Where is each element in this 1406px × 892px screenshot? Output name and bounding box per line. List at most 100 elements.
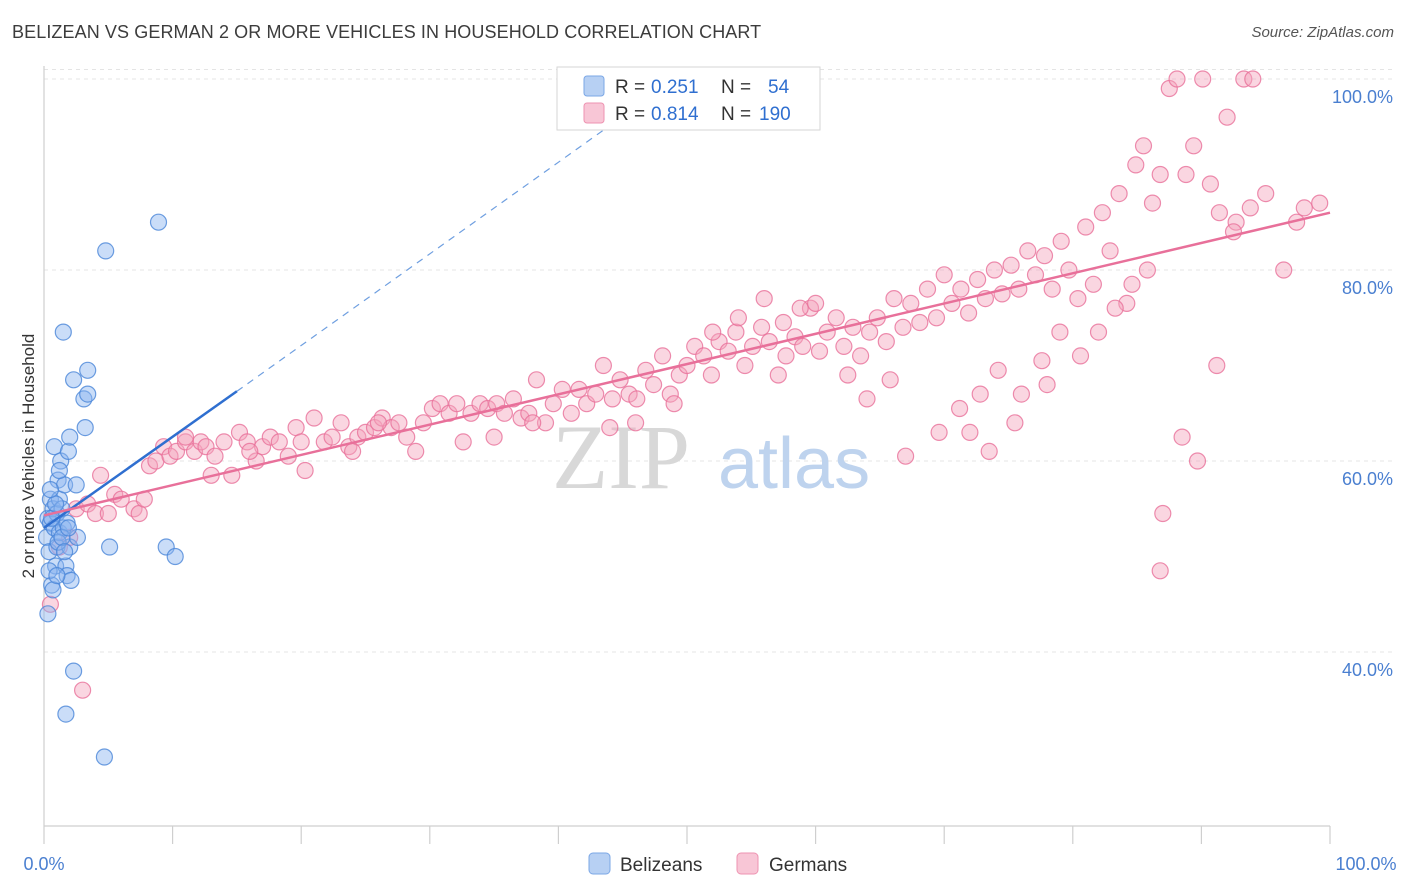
germans-point-24 — [215, 433, 233, 451]
germans-point-165 — [1154, 504, 1172, 523]
germans-point-121 — [1019, 242, 1037, 260]
germans-point-66 — [562, 404, 580, 422]
germans-point-166 — [1173, 428, 1191, 446]
germans-point-78 — [661, 385, 679, 403]
germans-point-162 — [1106, 299, 1124, 317]
belizeans-point-36 — [149, 213, 168, 231]
germans-point-171 — [1257, 185, 1275, 203]
germans-point-134 — [1127, 156, 1145, 174]
germans-point-114 — [959, 304, 978, 322]
germans-point-188 — [626, 414, 645, 432]
germans-point-99 — [835, 337, 853, 355]
germans-point-21 — [192, 433, 210, 451]
germans-point-77 — [653, 347, 672, 365]
y-axis-label: 2 or more Vehicles in Household — [19, 334, 38, 579]
belizeans-points — [37, 213, 184, 766]
germans-point-195 — [241, 442, 259, 460]
germans-point-124 — [1043, 280, 1061, 298]
germans-point-23 — [206, 447, 224, 465]
germans-point-163 — [1123, 275, 1141, 293]
legend-bottom: Belizeans Germans — [588, 852, 847, 876]
belizeans-point-51 — [41, 481, 60, 499]
germans-point-119 — [1002, 256, 1020, 274]
germans-point-177 — [791, 299, 809, 317]
germans-point-52 — [448, 395, 466, 413]
belizeans-point-27 — [64, 662, 83, 680]
germans-point-155 — [971, 385, 989, 403]
belizeans-point-4 — [41, 490, 60, 508]
belizeans-point-23 — [59, 442, 78, 460]
belizeans-point-41 — [39, 605, 57, 623]
belizeans-point-35 — [100, 538, 119, 556]
germans-point-37 — [323, 428, 341, 446]
germans-point-113 — [952, 280, 970, 298]
germans-point-35 — [305, 409, 323, 427]
germans-point-115 — [968, 270, 987, 289]
belizeans-point-34 — [97, 242, 115, 260]
legend-r-label-0: R = — [615, 77, 645, 98]
germans-point-192 — [344, 442, 362, 460]
y-tick-label-40: 40.0% — [1342, 660, 1393, 680]
germans-point-181 — [704, 323, 722, 341]
germans-point-16 — [155, 438, 173, 456]
belizeans-point-33 — [79, 361, 97, 379]
legend-bottom-label-belizeans: Belizeans — [620, 855, 702, 876]
germans-point-172 — [1275, 261, 1293, 279]
germans-point-143 — [1201, 175, 1220, 193]
belizeans-point-28 — [67, 476, 85, 494]
germans-point-6 — [86, 504, 105, 523]
x-ticks — [43, 826, 1331, 844]
germans-point-8 — [99, 504, 117, 523]
germans-point-150 — [858, 390, 876, 408]
germans-point-128 — [1077, 218, 1095, 236]
germans-point-185 — [1006, 414, 1024, 432]
germans-point-45 — [390, 414, 408, 432]
germans-point-62 — [527, 371, 546, 389]
germans-point-127 — [1069, 290, 1087, 308]
germans-point-178 — [806, 294, 825, 312]
belizeans-point-39 — [57, 705, 75, 723]
chart-title: BELIZEAN VS GERMAN 2 OR MORE VEHICLES IN… — [12, 22, 762, 42]
legend-swatch-belizeans — [583, 75, 605, 97]
germans-point-148 — [1244, 70, 1262, 88]
germans-point-154 — [950, 399, 969, 418]
germans-point-101 — [851, 347, 870, 365]
germans-point-131 — [1101, 242, 1119, 260]
germans-point-184 — [980, 442, 998, 460]
germans-point-136 — [1143, 194, 1162, 212]
germans-point-191 — [524, 414, 542, 432]
germans-point-34 — [296, 461, 314, 480]
germans-point-144 — [1210, 204, 1229, 222]
germans-point-153 — [930, 423, 948, 441]
germans-point-83 — [702, 366, 721, 384]
legend-bottom-label-germans: Germans — [769, 855, 847, 876]
germans-point-12 — [130, 504, 148, 523]
germans-point-186 — [1038, 376, 1056, 394]
germans-point-47 — [407, 442, 425, 460]
germans-point-180 — [729, 309, 748, 327]
germans-point-89 — [752, 318, 771, 336]
belizeans-point-45 — [46, 495, 65, 513]
germans-point-140 — [1177, 165, 1195, 184]
germans-point-98 — [827, 309, 845, 327]
legend-bottom-swatch-germans — [736, 852, 759, 875]
belizeans-point-49 — [44, 581, 62, 599]
germans-point-74 — [628, 390, 646, 408]
y-tick-label-100: 100.0% — [1332, 87, 1393, 107]
germans-point-175 — [1311, 194, 1329, 212]
germans-point-137 — [1151, 165, 1169, 184]
belizeans-trend-line — [43, 390, 238, 529]
belizeans-point-47 — [55, 543, 74, 561]
germans-point-31 — [270, 433, 288, 451]
germans-point-151 — [881, 371, 899, 389]
germans-point-156 — [989, 361, 1007, 379]
germans-point-159 — [1051, 323, 1069, 341]
source-label: Source: ZipAtlas.com — [1251, 24, 1394, 41]
y-tick-labels: 40.0% 60.0% 80.0% 100.0% — [1332, 87, 1393, 680]
germans-point-152 — [896, 447, 915, 465]
germans-point-4 — [73, 681, 92, 699]
germans-point-147 — [1235, 70, 1253, 88]
germans-point-190 — [485, 428, 503, 446]
germans-point-33 — [287, 419, 305, 437]
